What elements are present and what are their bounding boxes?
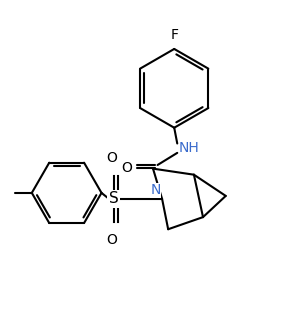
Text: S: S — [109, 192, 118, 206]
Text: F: F — [170, 28, 178, 42]
Text: NH: NH — [179, 141, 199, 155]
Text: O: O — [121, 161, 132, 175]
Text: N: N — [150, 184, 161, 197]
Text: O: O — [107, 151, 118, 165]
Text: O: O — [107, 233, 118, 247]
